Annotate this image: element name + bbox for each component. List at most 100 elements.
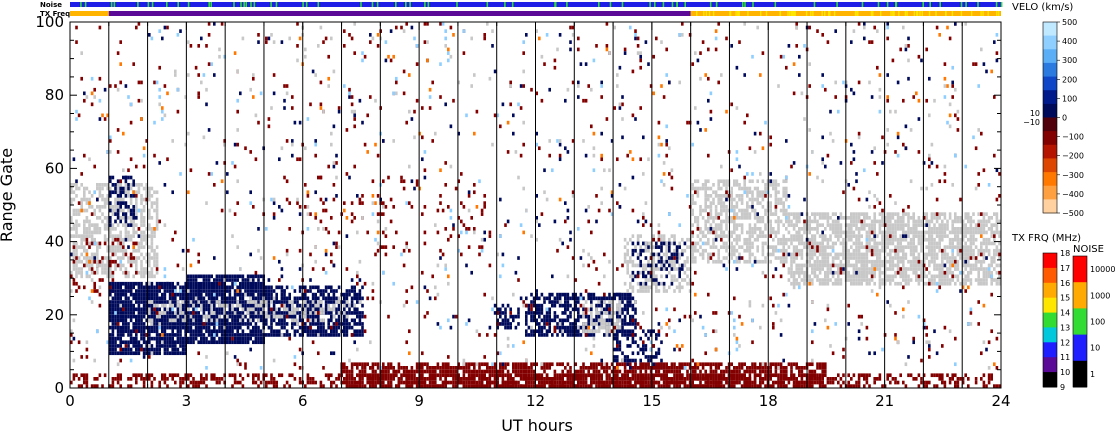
- scatter-cell: [987, 248, 991, 253]
- scatter-cell: [506, 373, 510, 378]
- scatter-cell: [501, 322, 505, 326]
- scatter-cell: [678, 270, 681, 275]
- scatter-cell: [928, 227, 931, 231]
- scatter-cell: [878, 248, 882, 253]
- scatter-cell: [759, 259, 762, 264]
- scatter-cell: [181, 377, 185, 381]
- scatter-cell: [298, 296, 302, 301]
- scatter-cell: [701, 208, 705, 213]
- scatter-cell: [148, 289, 151, 293]
- scatter-cell: [748, 259, 752, 264]
- scatter-cell: [244, 314, 247, 319]
- scatter-cell: [275, 333, 278, 337]
- scatter-cell: [106, 201, 109, 205]
- scatter-cell: [119, 197, 122, 202]
- scatter-cell: [595, 303, 598, 308]
- scatter-cell: [233, 373, 237, 378]
- scatter-cell: [330, 300, 333, 304]
- scatter-cell: [798, 263, 801, 268]
- scatter-cell: [699, 237, 702, 242]
- scatter-cell: [530, 300, 533, 304]
- scatter-cell: [961, 227, 965, 231]
- scatter-cell: [969, 241, 973, 246]
- txfreq-status-bar: [70, 11, 1001, 16]
- scatter-cell: [155, 281, 159, 286]
- scatter-cell: [621, 300, 624, 304]
- scatter-cell: [358, 311, 362, 315]
- scatter-cell: [72, 208, 76, 213]
- scatter-cell: [930, 227, 934, 231]
- scatter-cell: [946, 278, 949, 282]
- scatter-cell: [80, 384, 83, 388]
- scatter-cell: [545, 318, 549, 323]
- scatter-cell: [813, 259, 817, 264]
- scatter-cell: [111, 278, 115, 282]
- scatter-cell: [935, 267, 939, 271]
- scatter-cell: [707, 219, 710, 224]
- scatter-cell: [673, 278, 676, 282]
- scatter-cell: [246, 373, 250, 378]
- noise-bar-tick: [80, 2, 82, 7]
- txfreq-bar-tick: [980, 11, 982, 16]
- scatter-cell: [673, 234, 676, 238]
- scatter-cell: [109, 227, 112, 231]
- scatter-cell: [813, 241, 817, 246]
- scatter-cell: [179, 307, 182, 312]
- scatter-cell: [850, 256, 853, 260]
- scatter-cell: [343, 333, 346, 337]
- scatter-cell: [124, 179, 128, 184]
- scatter-cell: [865, 278, 869, 282]
- scatter-cell: [902, 219, 905, 224]
- scatter-cell: [839, 252, 843, 257]
- scatter-cell: [184, 373, 187, 378]
- scatter-cell: [272, 289, 276, 293]
- scatter-cell: [270, 322, 273, 326]
- scatter-cell: [712, 190, 715, 195]
- scatter-cell: [712, 219, 715, 224]
- scatter-cell: [785, 219, 788, 224]
- scatter-cell: [613, 311, 616, 315]
- scatter-cell: [636, 256, 640, 260]
- scatter-cell: [551, 303, 554, 308]
- scatter-cell: [314, 329, 317, 334]
- scatter-cell: [779, 241, 783, 246]
- scatter-cell: [137, 351, 141, 356]
- scatter-cell: [735, 227, 739, 231]
- scatter-cell: [257, 340, 260, 345]
- scatter-cell: [272, 380, 276, 385]
- scatter-cell: [194, 318, 198, 323]
- scatter-cell: [922, 281, 926, 286]
- scatter-cell: [249, 307, 252, 312]
- scatter-cell: [655, 252, 658, 257]
- scatter-cell: [296, 303, 299, 308]
- scatter-cell: [751, 241, 754, 246]
- scatter-cell: [319, 333, 323, 337]
- scatter-cell: [148, 311, 151, 315]
- scatter-cell: [634, 311, 637, 315]
- scatter-cell: [111, 377, 115, 381]
- scatter-cell: [852, 223, 856, 227]
- scatter-cell: [189, 318, 193, 323]
- scatter-cell: [148, 212, 151, 216]
- scatter-cell: [912, 245, 915, 249]
- scatter-cell: [265, 322, 268, 326]
- scatter-cell: [129, 303, 133, 308]
- scatter-cell: [600, 296, 603, 301]
- scatter-cell: [200, 307, 203, 312]
- scatter-cell: [218, 322, 221, 326]
- scatter-cell: [496, 307, 499, 312]
- scatter-cell: [626, 270, 629, 275]
- scatter-cell: [200, 377, 203, 381]
- scatter-cell: [171, 351, 174, 356]
- scatter-cell: [324, 307, 328, 312]
- scatter-cell: [980, 259, 983, 264]
- scatter-cell: [189, 311, 193, 315]
- scatter-cell: [938, 274, 941, 279]
- scatter-cell: [161, 300, 164, 304]
- scatter-cell: [129, 340, 133, 345]
- scatter-cell: [956, 234, 960, 238]
- scatter-cell: [218, 300, 221, 304]
- scatter-cell: [561, 311, 564, 315]
- scatter-cell: [855, 219, 858, 224]
- txfreq-bar-tick: [828, 11, 830, 16]
